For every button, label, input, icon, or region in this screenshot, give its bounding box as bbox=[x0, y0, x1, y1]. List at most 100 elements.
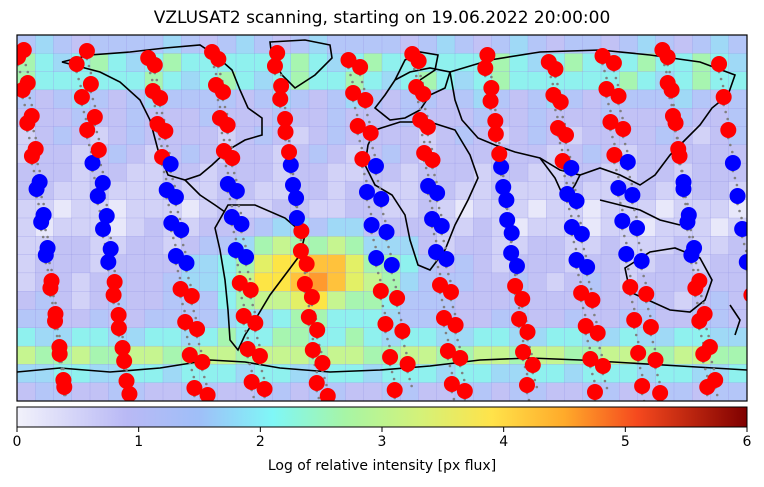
high-intensity-marker bbox=[452, 350, 469, 366]
high-intensity-marker bbox=[626, 312, 643, 328]
low-intensity-marker bbox=[233, 216, 250, 232]
colorbar-tick-label: 5 bbox=[620, 434, 630, 450]
low-intensity-marker bbox=[173, 222, 190, 238]
colorbar bbox=[16, 406, 748, 428]
high-intensity-marker bbox=[277, 124, 294, 140]
high-intensity-marker bbox=[511, 311, 528, 327]
high-intensity-marker bbox=[309, 322, 326, 338]
high-intensity-marker bbox=[152, 90, 169, 106]
high-intensity-marker bbox=[477, 60, 494, 76]
coastline-6 bbox=[364, 121, 479, 271]
high-intensity-marker bbox=[487, 113, 504, 129]
low-intensity-marker bbox=[724, 155, 741, 171]
low-intensity-marker bbox=[568, 193, 585, 209]
high-intensity-marker bbox=[73, 89, 90, 105]
high-intensity-marker bbox=[235, 308, 252, 324]
high-intensity-marker bbox=[547, 61, 564, 77]
high-intensity-marker bbox=[357, 92, 374, 108]
high-intensity-marker bbox=[219, 117, 236, 133]
low-intensity-marker bbox=[84, 155, 101, 171]
high-intensity-marker bbox=[189, 321, 206, 337]
coastline-4 bbox=[373, 67, 452, 121]
low-intensity-marker bbox=[738, 254, 747, 270]
low-intensity-marker bbox=[734, 221, 747, 237]
low-intensity-marker bbox=[167, 189, 184, 205]
high-intensity-marker bbox=[483, 80, 500, 96]
high-intensity-marker bbox=[90, 142, 107, 158]
low-intensity-marker bbox=[619, 154, 636, 170]
high-intensity-marker bbox=[598, 81, 615, 97]
high-intensity-marker bbox=[659, 49, 676, 65]
colorbar-tick-label: 6 bbox=[742, 434, 752, 450]
low-intensity-marker bbox=[675, 181, 692, 197]
high-intensity-marker bbox=[272, 91, 289, 107]
high-intensity-marker bbox=[79, 122, 96, 138]
high-intensity-marker bbox=[239, 341, 256, 357]
high-intensity-marker bbox=[277, 111, 294, 127]
high-intensity-marker bbox=[183, 288, 200, 304]
high-intensity-marker bbox=[186, 380, 203, 396]
low-intensity-marker bbox=[367, 158, 384, 174]
low-intensity-marker bbox=[28, 181, 45, 197]
low-intensity-marker bbox=[579, 259, 596, 275]
high-intensity-marker bbox=[110, 307, 127, 323]
low-intensity-marker bbox=[429, 185, 446, 201]
high-intensity-marker bbox=[699, 379, 716, 395]
high-intensity-marker bbox=[605, 55, 622, 71]
coastline-2 bbox=[184, 179, 226, 213]
high-intensity-marker bbox=[435, 310, 452, 326]
high-intensity-marker bbox=[558, 127, 574, 143]
high-intensity-marker bbox=[68, 56, 85, 72]
high-intensity-marker bbox=[377, 316, 394, 332]
high-intensity-marker bbox=[281, 144, 298, 160]
high-intensity-marker bbox=[584, 292, 601, 308]
low-intensity-marker bbox=[358, 184, 375, 200]
high-intensity-marker bbox=[42, 280, 59, 296]
high-intensity-marker bbox=[757, 386, 764, 402]
high-intensity-marker bbox=[615, 121, 632, 137]
low-intensity-marker bbox=[178, 255, 195, 271]
map-frame bbox=[16, 34, 748, 402]
low-intensity-marker bbox=[503, 245, 520, 261]
high-intensity-marker bbox=[340, 52, 357, 68]
high-intensity-marker bbox=[106, 274, 123, 290]
low-intensity-marker bbox=[37, 247, 54, 263]
high-intensity-marker bbox=[552, 94, 569, 110]
high-intensity-marker bbox=[442, 284, 459, 300]
high-intensity-marker bbox=[17, 82, 31, 98]
high-intensity-marker bbox=[114, 340, 131, 356]
high-intensity-marker bbox=[51, 346, 68, 362]
high-intensity-marker bbox=[382, 349, 399, 365]
high-intensity-marker bbox=[247, 315, 264, 331]
high-intensity-marker bbox=[663, 82, 680, 98]
coastline-5 bbox=[394, 51, 439, 81]
scan-markers bbox=[17, 42, 764, 402]
high-intensity-marker bbox=[524, 357, 541, 373]
high-intensity-marker bbox=[224, 150, 241, 166]
high-intensity-marker bbox=[691, 313, 708, 329]
low-intensity-marker bbox=[499, 212, 516, 228]
low-intensity-marker bbox=[98, 208, 115, 224]
high-intensity-marker bbox=[394, 323, 411, 339]
high-intensity-marker bbox=[300, 309, 317, 325]
low-intensity-marker bbox=[683, 247, 700, 263]
high-intensity-marker bbox=[482, 93, 499, 109]
high-intensity-marker bbox=[711, 56, 728, 72]
high-intensity-marker bbox=[266, 58, 283, 74]
high-intensity-marker bbox=[242, 282, 259, 298]
high-intensity-marker bbox=[443, 376, 460, 392]
high-intensity-marker bbox=[292, 243, 309, 259]
high-intensity-marker bbox=[116, 353, 133, 369]
high-intensity-marker bbox=[456, 383, 473, 399]
high-intensity-marker bbox=[715, 89, 732, 105]
low-intensity-marker bbox=[288, 210, 305, 226]
high-intensity-marker bbox=[667, 115, 684, 131]
high-intensity-marker bbox=[256, 381, 273, 397]
high-intensity-marker bbox=[210, 51, 227, 67]
low-intensity-marker bbox=[573, 226, 590, 242]
low-intensity-marker bbox=[633, 253, 650, 269]
low-intensity-marker bbox=[363, 217, 380, 233]
low-intensity-marker bbox=[102, 241, 119, 257]
high-intensity-marker bbox=[319, 388, 336, 401]
low-intensity-marker bbox=[378, 224, 395, 240]
